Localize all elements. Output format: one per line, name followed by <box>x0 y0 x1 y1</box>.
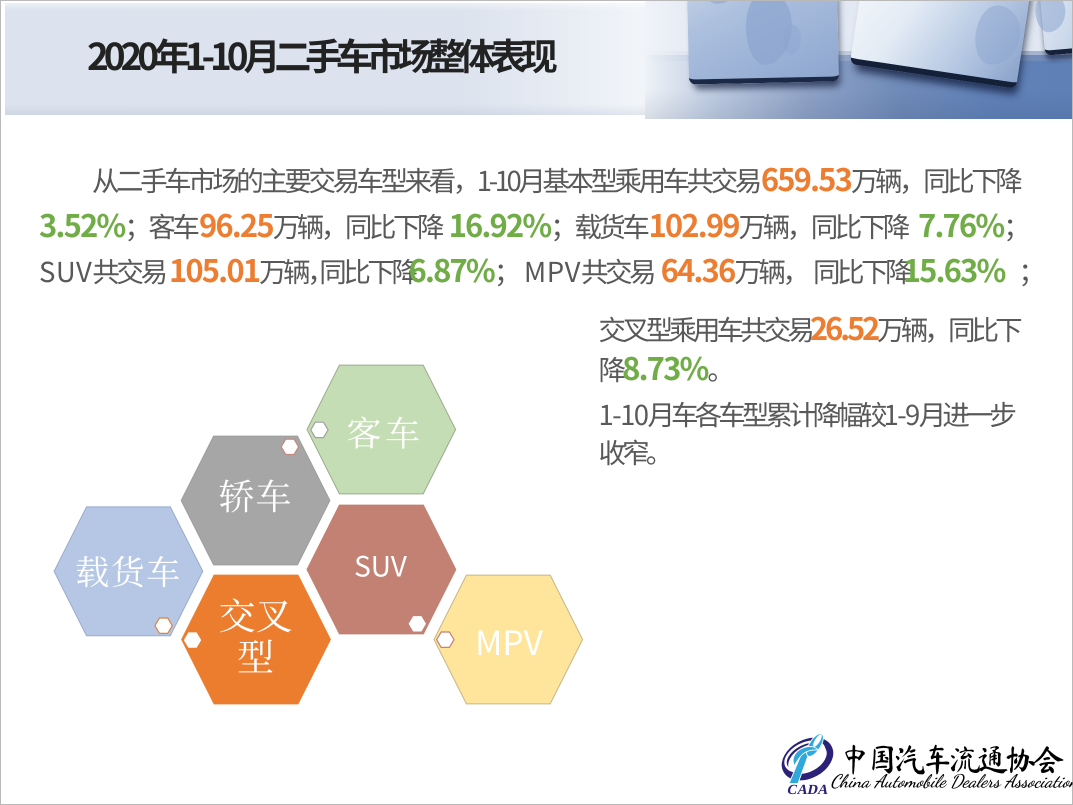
svg-text:MPV: MPV <box>475 616 543 665</box>
svg-text:交叉: 交叉 <box>219 587 293 641</box>
svg-text:CADA: CADA <box>785 779 831 798</box>
svg-text:轿车: 轿车 <box>218 470 292 521</box>
svg-text:客车: 客车 <box>346 407 423 457</box>
svg-text:载货车: 载货车 <box>75 546 182 595</box>
svg-text:型: 型 <box>237 628 274 682</box>
svg-text:SUV: SUV <box>354 546 408 586</box>
